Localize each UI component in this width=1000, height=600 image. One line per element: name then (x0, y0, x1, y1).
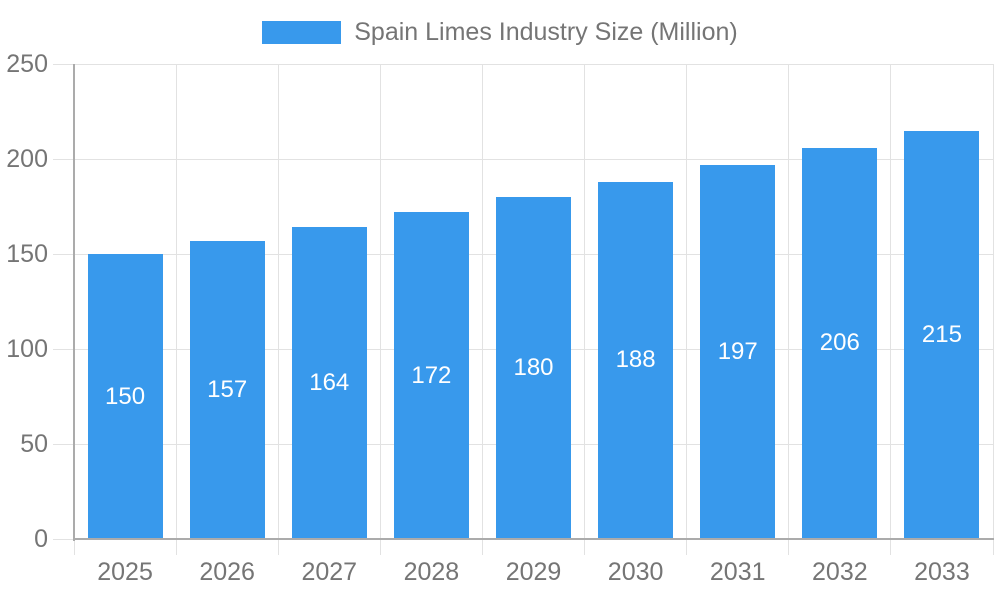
bar[interactable]: 157 (189, 240, 265, 539)
x-axis-label: 2027 (301, 558, 358, 586)
x-axis-tick (992, 539, 994, 555)
gridline-vertical (686, 64, 688, 539)
y-axis-tick (53, 158, 74, 160)
x-axis-tick (73, 539, 75, 555)
x-axis-label: 2031 (709, 558, 766, 586)
gridline-horizontal (74, 63, 993, 65)
gridline-vertical (890, 64, 892, 539)
gridline-vertical (379, 64, 381, 539)
gridline-vertical (277, 64, 279, 539)
legend-label: Spain Limes Industry Size (Million) (354, 18, 738, 46)
bar[interactable]: 172 (393, 212, 469, 539)
x-axis-label: 2025 (97, 558, 153, 586)
x-axis-label: 2032 (812, 558, 868, 586)
x-axis-tick (481, 539, 483, 555)
x-axis-tick (379, 539, 381, 555)
y-axis-label: 50 (20, 430, 48, 458)
x-axis-label: 2026 (199, 558, 255, 586)
plot-area: 150 157 164 172 180 188 197 206 215 (53, 63, 994, 555)
y-axis-tick (53, 253, 74, 255)
bar[interactable]: 215 (904, 130, 980, 539)
y-axis-label: 150 (6, 240, 48, 268)
y-axis-label: 100 (6, 335, 48, 363)
y-axis-tick (53, 63, 74, 65)
x-axis-tick (890, 539, 892, 555)
gridline-vertical (584, 64, 586, 539)
gridline-vertical (788, 64, 790, 539)
gridline-horizontal (74, 158, 993, 160)
legend[interactable]: Spain Limes Industry Size (Million) (0, 18, 1000, 47)
y-axis-label: 250 (6, 50, 48, 78)
y-axis-label: 200 (6, 145, 48, 173)
bar[interactable]: 150 (87, 254, 163, 539)
y-axis-tick (53, 538, 74, 540)
bar-value-label: 157 (207, 375, 248, 403)
bar-value-label: 188 (615, 346, 656, 374)
bar[interactable]: 164 (291, 227, 367, 539)
bar-value-label: 172 (411, 361, 452, 389)
x-axis-tick (788, 539, 790, 555)
bar-value-label: 215 (921, 320, 962, 348)
bar-value-label: 150 (105, 382, 146, 410)
bar[interactable]: 188 (598, 181, 674, 539)
x-axis-label: 2033 (914, 558, 970, 586)
bar[interactable]: 197 (700, 164, 776, 539)
gridline-vertical (481, 64, 483, 539)
x-axis-tick (277, 539, 279, 555)
x-axis-tick (584, 539, 586, 555)
y-axis-line (73, 64, 75, 541)
y-axis-tick (53, 348, 74, 350)
x-axis-label: 2030 (607, 558, 664, 586)
x-axis-label: 2029 (505, 558, 562, 586)
y-axis-tick (53, 443, 74, 445)
x-axis-tick (175, 539, 177, 555)
bar[interactable]: 180 (496, 197, 571, 539)
gridline-vertical (992, 64, 994, 539)
bar-value-label: 197 (717, 337, 758, 365)
gridline-vertical (175, 64, 177, 539)
x-axis-tick (686, 539, 688, 555)
legend-color-swatch (262, 21, 342, 44)
x-axis-line (73, 538, 994, 540)
bar[interactable]: 206 (802, 147, 878, 539)
bar-value-label: 180 (513, 354, 554, 381)
bar-value-label: 164 (309, 369, 350, 397)
y-axis-label: 0 (34, 525, 48, 553)
x-axis-label: 2028 (403, 558, 460, 586)
bar-value-label: 206 (819, 329, 860, 357)
